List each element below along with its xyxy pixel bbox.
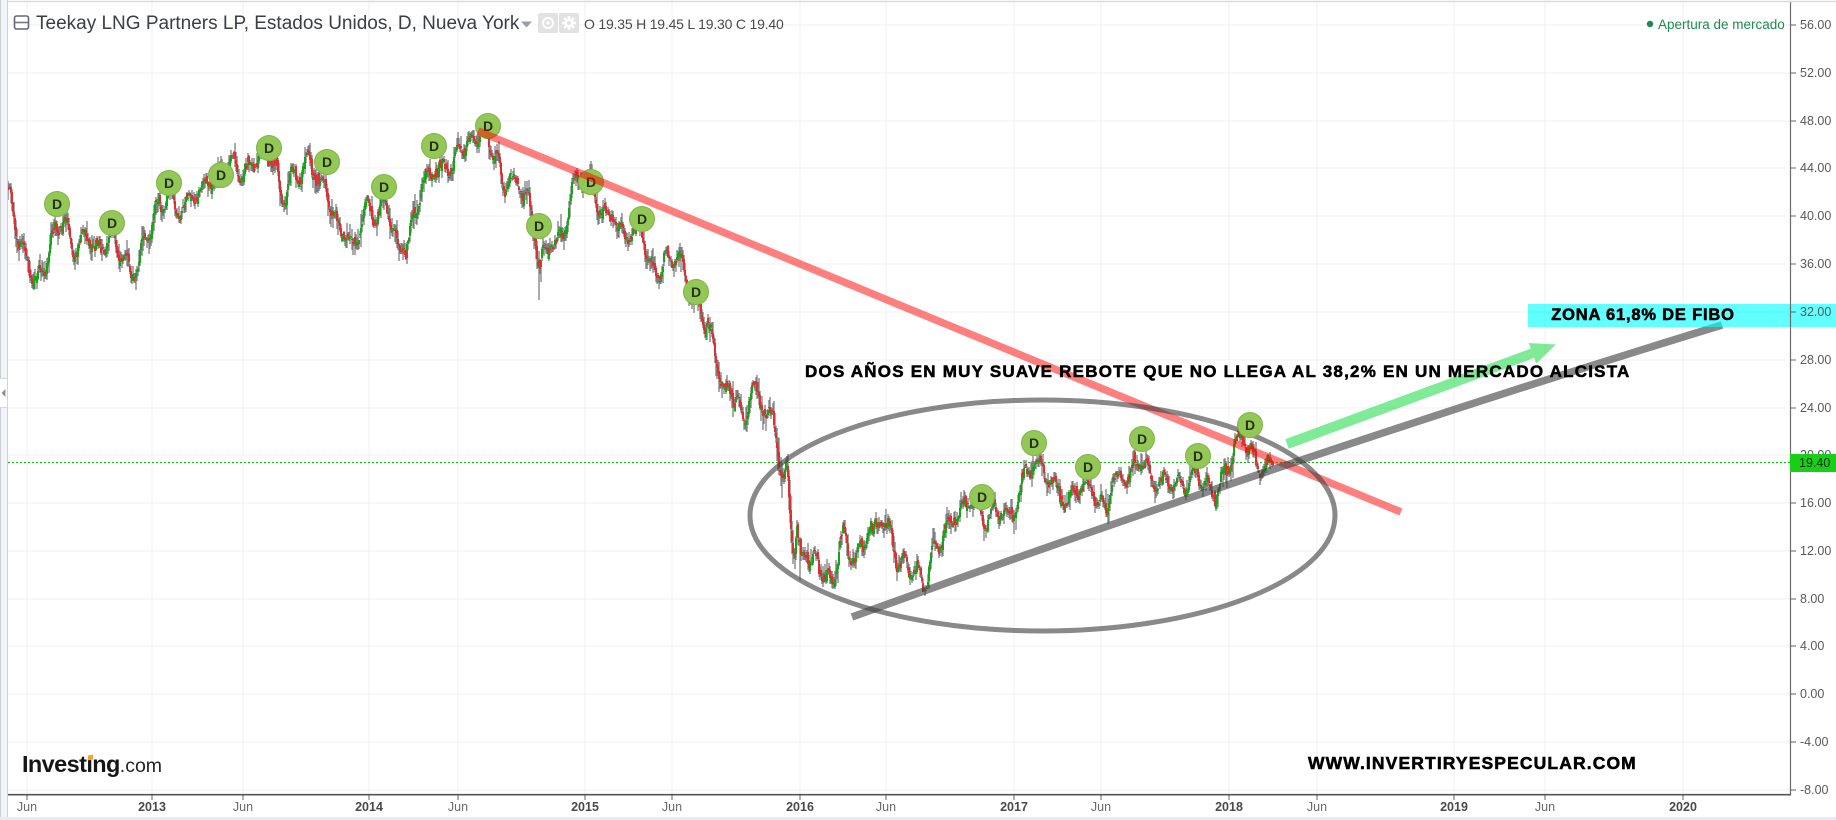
svg-text:D: D	[586, 174, 596, 190]
svg-text:D: D	[1245, 417, 1255, 433]
svg-text:D: D	[691, 284, 701, 300]
svg-text:D: D	[52, 196, 62, 212]
svg-text:D: D	[977, 489, 987, 505]
svg-text:D: D	[264, 140, 274, 156]
svg-text:D: D	[534, 218, 544, 234]
svg-text:D: D	[1137, 431, 1147, 447]
svg-text:D: D	[429, 138, 439, 154]
svg-text:D: D	[216, 167, 226, 183]
svg-text:D: D	[1083, 459, 1093, 475]
svg-text:D: D	[322, 154, 332, 170]
svg-text:D: D	[1193, 448, 1203, 464]
svg-text:D: D	[379, 179, 389, 195]
svg-text:D: D	[107, 215, 117, 231]
svg-text:D: D	[1029, 435, 1039, 451]
svg-text:D: D	[164, 175, 174, 191]
svg-text:D: D	[483, 118, 493, 134]
svg-text:D: D	[637, 211, 647, 227]
